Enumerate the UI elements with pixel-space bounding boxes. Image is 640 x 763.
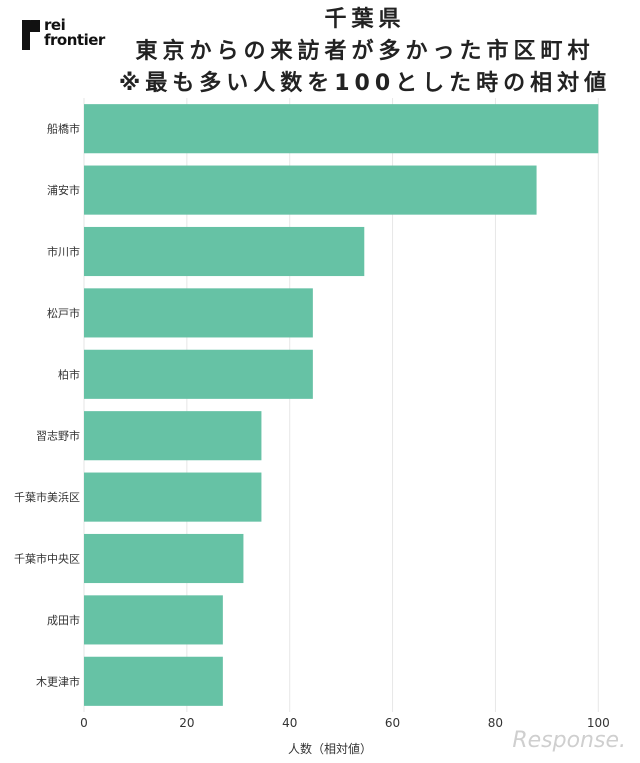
x-tick-label: 60 bbox=[385, 716, 400, 730]
bar bbox=[84, 411, 262, 461]
tick-layer: 0 20 40 60 80 100 bbox=[80, 716, 610, 730]
bar bbox=[84, 595, 223, 645]
y-tick-label: 千葉市美浜区 bbox=[14, 490, 80, 504]
y-tick-label: 柏市 bbox=[58, 367, 80, 381]
y-tick-label: 船橋市 bbox=[47, 122, 80, 136]
x-tick-label: 0 bbox=[80, 716, 88, 730]
bar bbox=[84, 349, 313, 399]
chart-title-line1: 千葉県 bbox=[324, 7, 406, 32]
y-tick-label: 習志野市 bbox=[36, 429, 80, 443]
y-tick-label: 千葉市中央区 bbox=[14, 552, 80, 566]
brand-logo-line1: rei bbox=[44, 16, 66, 34]
y-tick-label: 松戸市 bbox=[47, 306, 80, 320]
bar bbox=[84, 288, 313, 338]
bar bbox=[84, 104, 599, 154]
brand-logo-line2: frontier bbox=[44, 31, 105, 49]
x-tick-label: 100 bbox=[587, 716, 610, 730]
brand-logo: rei frontier bbox=[22, 18, 105, 50]
bar-layer bbox=[84, 104, 599, 706]
chart-title-line3: ※最も多い人数を100とした時の相対値 bbox=[118, 71, 612, 96]
response-watermark: Response. bbox=[512, 728, 626, 753]
x-tick-label: 80 bbox=[488, 716, 503, 730]
brand-logo-mark-icon bbox=[22, 20, 40, 50]
chart-title: 千葉県 東京からの来訪者が多かった市区町村 ※最も多い人数を100とした時の相対… bbox=[90, 4, 640, 100]
y-tick-label: 浦安市 bbox=[47, 183, 80, 197]
bar bbox=[84, 226, 365, 277]
bar bbox=[84, 165, 537, 215]
x-tick-label: 40 bbox=[282, 716, 297, 730]
bar bbox=[84, 533, 244, 584]
y-tick-label: 市川市 bbox=[47, 245, 80, 259]
bar bbox=[84, 472, 262, 522]
x-tick-label: 20 bbox=[179, 716, 194, 730]
y-tick-label: 成田市 bbox=[47, 613, 80, 627]
bar bbox=[84, 656, 223, 706]
y-tick-label: 木更津市 bbox=[36, 674, 80, 688]
brand-logo-text: rei frontier bbox=[44, 18, 105, 48]
x-axis-label: 人数（相対値） bbox=[288, 741, 372, 756]
chart-title-line2: 東京からの来訪者が多かった市区町村 bbox=[135, 39, 595, 64]
